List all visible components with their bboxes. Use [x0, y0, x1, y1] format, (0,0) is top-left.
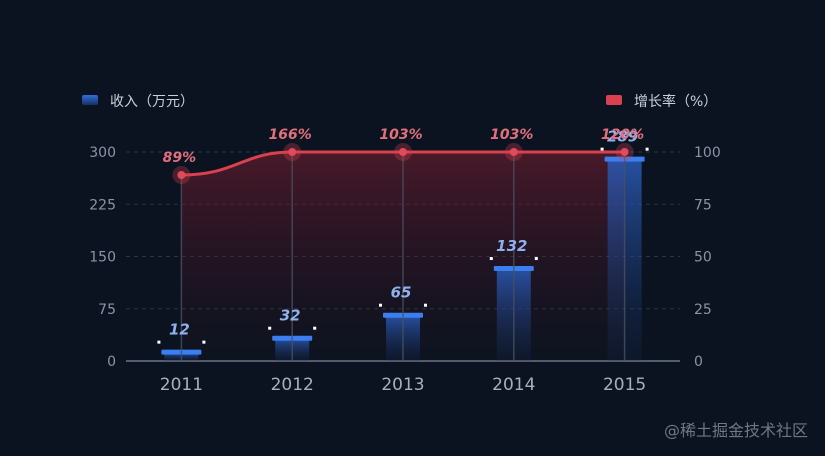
rate-value-label: 166%: [269, 127, 312, 143]
legend-growth-rate[interactable]: 增长率（%）: [606, 93, 717, 110]
bar-dot-left: [157, 340, 161, 344]
x-tick: 2014: [492, 375, 535, 395]
point: [509, 148, 518, 156]
y-left-tick: 150: [89, 250, 116, 266]
data-labels: 12 32 65 132 289 89% 166% 103% 103% 120%: [163, 127, 645, 339]
y-right-tick: 50: [694, 250, 712, 266]
bar-dot-right: [534, 257, 538, 261]
rate-value-label: 103%: [379, 127, 422, 143]
y-left-tick: 300: [89, 145, 116, 161]
bar-dot-left: [268, 326, 272, 330]
growth-line: [172, 143, 634, 184]
bar-dot-left: [489, 257, 493, 261]
point: [399, 148, 407, 156]
y-left-tick: 0: [107, 354, 116, 370]
legend-revenue[interactable]: 收入（万元）: [82, 94, 194, 110]
bar-dot-left: [600, 147, 604, 151]
legend-growth-swatch: [606, 95, 622, 105]
legend-growth-label: 增长率（%）: [634, 93, 717, 110]
y-right-tick: 75: [694, 197, 712, 213]
y-left-tick: 225: [89, 197, 116, 213]
x-tick: 2011: [160, 375, 203, 395]
point: [177, 170, 186, 179]
bar-value-label: 12: [169, 321, 190, 339]
y-right-tick: 25: [694, 302, 712, 318]
bar-dot-left: [379, 303, 382, 307]
bar-dot-right: [313, 326, 317, 330]
x-tick: 2012: [271, 375, 314, 395]
x-axis: 2011 2012 2013 2014 2015: [160, 375, 646, 395]
legend-revenue-label: 收入（万元）: [110, 94, 194, 110]
category-guide-lines: [180, 152, 626, 361]
y-left-tick: 75: [98, 302, 116, 318]
point: [288, 148, 297, 156]
y-axis-right: 0 25 50 75 100: [694, 145, 721, 370]
y-right-tick: 0: [694, 354, 703, 370]
watermark: @稀土掘金技术社区: [664, 421, 808, 440]
y-right-tick: 100: [694, 145, 721, 161]
bar-dot-right: [645, 147, 649, 151]
rate-value-label: 120%: [601, 127, 644, 143]
y-axis-left: 0 75 150 225 300: [89, 145, 116, 370]
bar-value-label: 132: [496, 237, 527, 255]
bar-value-label: 32: [280, 307, 301, 325]
bar-dot-right: [202, 340, 206, 344]
x-tick: 2015: [603, 375, 646, 395]
bar-dot-right: [424, 303, 427, 307]
point: [620, 148, 629, 156]
bar-value-label: 65: [391, 284, 412, 302]
rate-value-label: 103%: [490, 127, 533, 143]
rate-value-label: 89%: [163, 150, 197, 166]
x-tick: 2013: [381, 375, 424, 395]
bar-value-label: 289: [607, 128, 638, 146]
legend-revenue-swatch: [82, 95, 98, 105]
